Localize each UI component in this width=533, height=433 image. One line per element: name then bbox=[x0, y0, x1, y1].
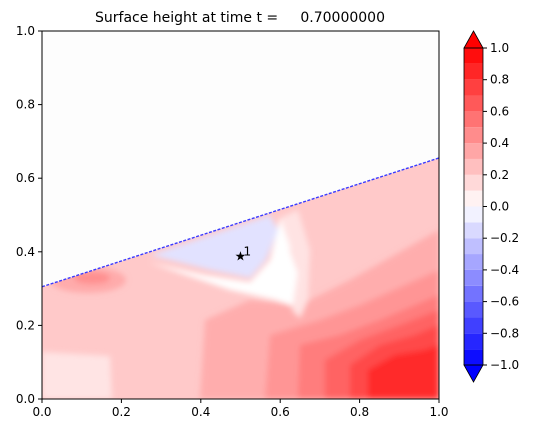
gauge-star-icon: ★ bbox=[235, 249, 247, 264]
colorbar-segment bbox=[464, 111, 483, 128]
y-tick-label: 0.2 bbox=[16, 318, 35, 332]
contour-band bbox=[368, 345, 439, 399]
colorbar-segment bbox=[464, 206, 483, 223]
x-axis: 0.0 0.2 0.4 0.6 0.8 1.0 bbox=[32, 399, 449, 419]
gauge-label: 1 bbox=[244, 244, 252, 258]
colorbar-tick-label: −0.2 bbox=[490, 231, 519, 245]
colorbar-tick-label: 0.6 bbox=[490, 104, 509, 118]
colorbar-segment bbox=[464, 63, 483, 80]
colorbar-segment bbox=[464, 143, 483, 159]
colorbar-tick-label: −0.8 bbox=[490, 326, 519, 340]
colorbar-tick-label: −0.4 bbox=[490, 263, 519, 277]
colorbar-segment bbox=[464, 48, 483, 64]
colorbar-segment bbox=[464, 254, 483, 270]
x-tick-label: 0.6 bbox=[271, 405, 290, 419]
contour-field bbox=[42, 31, 439, 399]
colorbar-tick-label: −1.0 bbox=[490, 358, 519, 372]
x-tick-label: 0.0 bbox=[32, 405, 51, 419]
colorbar-segment bbox=[464, 222, 483, 239]
y-axis: 0.0 0.2 0.4 0.6 0.8 1.0 bbox=[16, 24, 42, 406]
colorbar-segment bbox=[464, 238, 483, 255]
colorbar-segment bbox=[464, 301, 483, 318]
colorbar-segment bbox=[464, 349, 483, 365]
y-tick-label: 0.4 bbox=[16, 245, 35, 259]
x-tick-label: 0.8 bbox=[350, 405, 369, 419]
colorbar-extend-min bbox=[463, 364, 484, 383]
contour-band bbox=[42, 352, 112, 399]
colorbar-tick-label: 1.0 bbox=[490, 41, 509, 55]
colorbar-tick-label: 0.8 bbox=[490, 73, 509, 87]
colorbar-segment bbox=[464, 317, 483, 334]
y-tick-label: 0.0 bbox=[16, 392, 35, 406]
gauge-marker: ★ 1 bbox=[235, 244, 251, 264]
colorbar-segment bbox=[464, 269, 483, 286]
contour-band bbox=[74, 272, 110, 284]
colorbar-tick-label: 0.2 bbox=[490, 168, 509, 182]
colorbar-extend-max bbox=[463, 30, 484, 49]
x-tick-label: 1.0 bbox=[429, 405, 448, 419]
colorbar-segment bbox=[464, 127, 483, 144]
colorbar-tick-label: −0.6 bbox=[490, 295, 519, 309]
x-tick-label: 0.2 bbox=[112, 405, 131, 419]
contour-band bbox=[148, 212, 300, 308]
contour-band bbox=[150, 215, 278, 278]
colorbar-segment bbox=[464, 158, 483, 175]
colorbar-segment bbox=[464, 285, 483, 302]
plot-frame bbox=[41, 30, 440, 400]
shoreline-line bbox=[41, 157, 440, 288]
x-tick-label: 0.4 bbox=[191, 405, 210, 419]
colorbar-segment bbox=[464, 333, 483, 350]
chart-title: Surface height at time t = 0.70000000 bbox=[95, 10, 385, 26]
colorbar-segment bbox=[464, 79, 483, 96]
contour-band bbox=[280, 210, 310, 318]
colorbar-tick-label: 0.0 bbox=[490, 200, 509, 214]
y-tick-label: 1.0 bbox=[16, 24, 35, 38]
y-tick-label: 0.6 bbox=[16, 171, 35, 185]
colorbar: 1.0 0.8 0.6 0.4 0.2 0.0 −0.2 −0.4 −0.6 −0.8 −1.0 bbox=[463, 30, 519, 383]
colorbar-segment bbox=[464, 95, 483, 112]
colorbar-segment bbox=[464, 190, 483, 207]
y-tick-label: 0.8 bbox=[16, 98, 35, 112]
colorbar-tick-label: 0.4 bbox=[490, 136, 509, 150]
dry-land bbox=[42, 31, 439, 287]
colorbar-segment bbox=[464, 174, 483, 191]
